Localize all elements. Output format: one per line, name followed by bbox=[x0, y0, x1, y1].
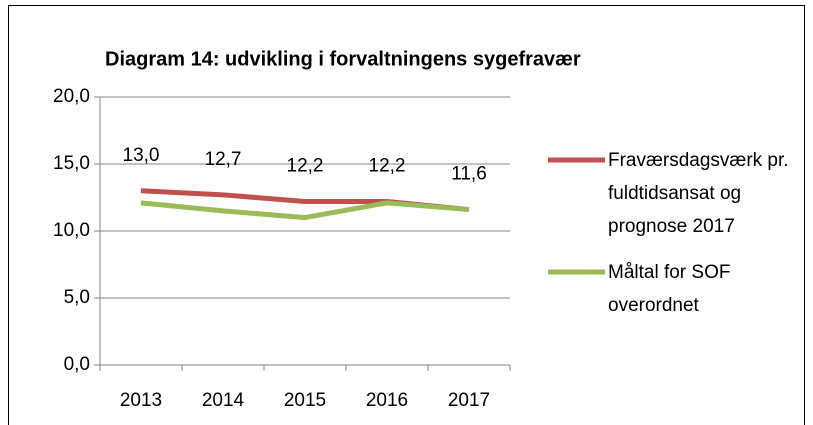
y-tick-label: 20,0 bbox=[53, 86, 90, 107]
data-label: 12,7 bbox=[205, 149, 242, 170]
x-tick-label: 2014 bbox=[202, 390, 245, 411]
chart-title: Diagram 14: udvikling i forvaltningens s… bbox=[105, 48, 581, 70]
data-label: 12,2 bbox=[287, 156, 324, 177]
chart-border bbox=[8, 5, 805, 425]
y-tick-label: 10,0 bbox=[53, 220, 90, 241]
x-tick-label: 2015 bbox=[284, 390, 326, 411]
data-label: 11,6 bbox=[451, 164, 487, 185]
data-label: 13,0 bbox=[123, 145, 160, 166]
x-tick-label: 2016 bbox=[366, 390, 408, 411]
y-tick-label: 15,0 bbox=[53, 153, 90, 174]
legend-label: Fraværsdagsværk pr. fuldtidsansat og pro… bbox=[608, 150, 789, 237]
y-tick-label: 5,0 bbox=[64, 287, 90, 308]
series-line bbox=[140, 200, 470, 221]
x-tick-label: 2013 bbox=[120, 390, 162, 411]
legend-label: Måltal for SOF overordnet bbox=[608, 262, 731, 316]
y-tick-label: 0,0 bbox=[64, 354, 90, 375]
x-tick-label: 2017 bbox=[448, 390, 490, 411]
data-label: 12,2 bbox=[369, 156, 406, 177]
